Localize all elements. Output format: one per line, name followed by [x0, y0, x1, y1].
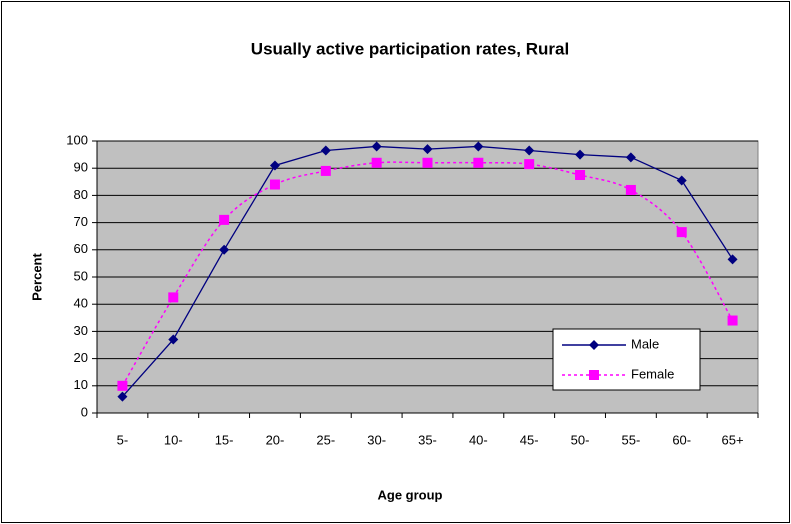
marker — [524, 159, 535, 170]
marker — [117, 391, 128, 402]
marker — [473, 157, 484, 168]
y-tick-label: 30 — [74, 323, 88, 338]
marker — [625, 184, 636, 195]
y-tick-label: 100 — [66, 132, 88, 147]
y-tick-label: 50 — [74, 268, 88, 283]
x-axis-title: Age group — [378, 487, 443, 502]
y-axis-title: Percent — [29, 252, 44, 300]
y-tick-label: 10 — [74, 377, 88, 392]
marker — [422, 144, 433, 155]
marker — [727, 254, 738, 265]
x-tick-label: 60- — [672, 432, 691, 447]
marker — [371, 141, 382, 152]
y-tick-label: 60 — [74, 241, 88, 256]
series-line — [121, 161, 734, 387]
marker — [676, 227, 687, 238]
x-tick-label: 30- — [367, 432, 386, 447]
y-tick-label: 90 — [74, 160, 88, 175]
marker — [575, 149, 586, 160]
marker — [219, 214, 230, 225]
x-tick-label: 50- — [571, 432, 590, 447]
x-tick-label: 35- — [418, 432, 437, 447]
marker — [589, 370, 599, 380]
marker — [117, 380, 128, 391]
legend: Male Female — [552, 328, 701, 391]
x-tick-label: 20- — [266, 432, 285, 447]
x-tick-label: 55- — [621, 432, 640, 447]
y-tick-label: 40 — [74, 296, 88, 311]
marker — [320, 165, 331, 176]
legend-box — [552, 328, 701, 391]
y-tick-label: 70 — [74, 214, 88, 229]
marker — [473, 141, 484, 152]
marker — [625, 152, 636, 163]
marker — [676, 175, 687, 186]
y-tick-label: 0 — [81, 404, 88, 419]
x-tick-label: 5- — [117, 432, 129, 447]
marker — [575, 170, 586, 180]
marker — [168, 292, 179, 303]
y-tick-label: 80 — [74, 187, 88, 202]
marker — [727, 315, 738, 326]
x-tick-label: 45- — [520, 432, 539, 447]
x-tick-label: 40- — [469, 432, 488, 447]
chart-title: Usually active participation rates, Rura… — [251, 39, 569, 58]
x-tick-label: 15- — [215, 432, 234, 447]
x-tick-label: 65+ — [722, 432, 744, 447]
marker — [371, 157, 382, 168]
legend-label: Male — [631, 336, 659, 351]
marker — [524, 145, 535, 156]
y-tick-label: 20 — [74, 350, 88, 365]
marker — [269, 179, 280, 190]
x-tick-label: 25- — [316, 432, 335, 447]
legend-label: Female — [631, 366, 674, 381]
marker — [269, 160, 280, 171]
marker — [422, 157, 433, 168]
marker — [219, 244, 230, 255]
marker — [168, 334, 179, 345]
marker — [320, 145, 331, 156]
marker — [589, 340, 599, 350]
x-tick-label: 10- — [164, 432, 183, 447]
